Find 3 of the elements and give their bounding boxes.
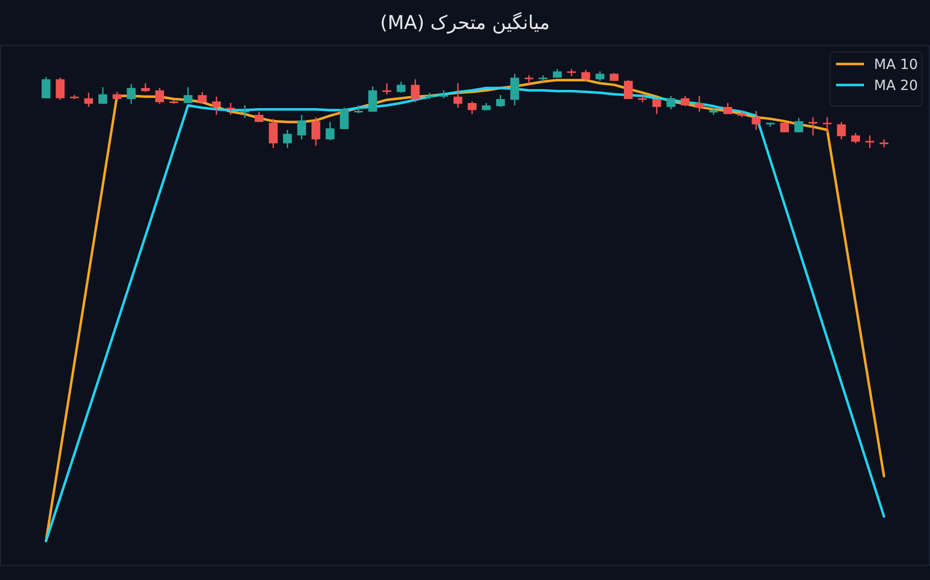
legend-label: MA 10 [874, 57, 918, 73]
legend-label: MA 20 [874, 78, 918, 94]
chart-title: میانگین متحرک (MA) [379, 12, 551, 34]
